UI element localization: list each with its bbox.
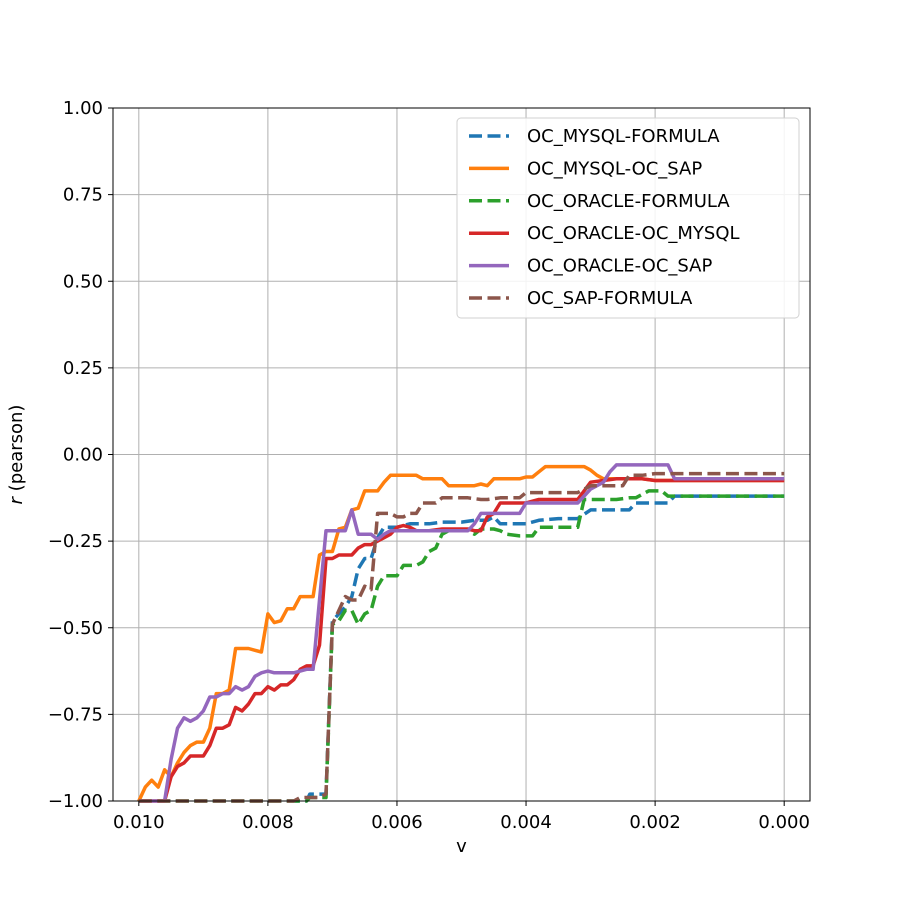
y-tick-label: 0.00 (63, 445, 103, 466)
y-tick-label: −0.75 (48, 704, 103, 725)
x-tick-label: 0.008 (242, 812, 294, 833)
legend-label: OC_ORACLE-OC_MYSQL (527, 223, 740, 244)
legend-label: OC_MYSQL-FORMULA (527, 126, 720, 147)
legend: OC_MYSQL-FORMULA OC_MYSQL-OC_SAP OC_ORACLE… (456, 117, 800, 319)
y-axis-label: r (pearson) (6, 405, 27, 505)
legend-label: OC_ORACLE-FORMULA (527, 191, 730, 212)
y-tick-label: 0.50 (63, 271, 103, 292)
legend-label: OC_MYSQL-OC_SAP (527, 158, 702, 179)
series-layer (137, 463, 785, 803)
series-line-oc-oracle-oc-sap (138, 463, 785, 803)
series-line-oc-sap-formula (138, 471, 785, 803)
x-tick-label: 0.004 (500, 812, 552, 833)
y-tick-label: −0.50 (48, 618, 103, 639)
y-tick-label: 0.25 (63, 358, 103, 379)
y-axis: −1.00 −0.75 −0.50 −0.25 0.00 0.25 0.50 0.75 1.00 (48, 98, 113, 812)
x-tick-label: 0.006 (371, 812, 423, 833)
x-axis-label: v (456, 836, 467, 857)
y-tick-label: −0.25 (48, 531, 103, 552)
y-tick-label: 1.00 (63, 98, 103, 119)
y-tick-label: 0.75 (63, 185, 103, 206)
y-axis-label-text: (pearson) (6, 405, 27, 498)
x-tick-label: 0.010 (113, 812, 165, 833)
x-tick-label: 0.000 (758, 812, 810, 833)
legend-label: OC_ORACLE-OC_SAP (527, 256, 712, 277)
x-tick-label: 0.002 (629, 812, 681, 833)
y-tick-label: −1.00 (48, 791, 103, 812)
legend-label: OC_SAP-FORMULA (527, 288, 693, 309)
y-axis-label-symbol: r (6, 495, 27, 504)
x-axis: 0.010 0.008 0.006 0.004 0.002 0.000 (113, 801, 810, 833)
legend-box (456, 117, 800, 319)
